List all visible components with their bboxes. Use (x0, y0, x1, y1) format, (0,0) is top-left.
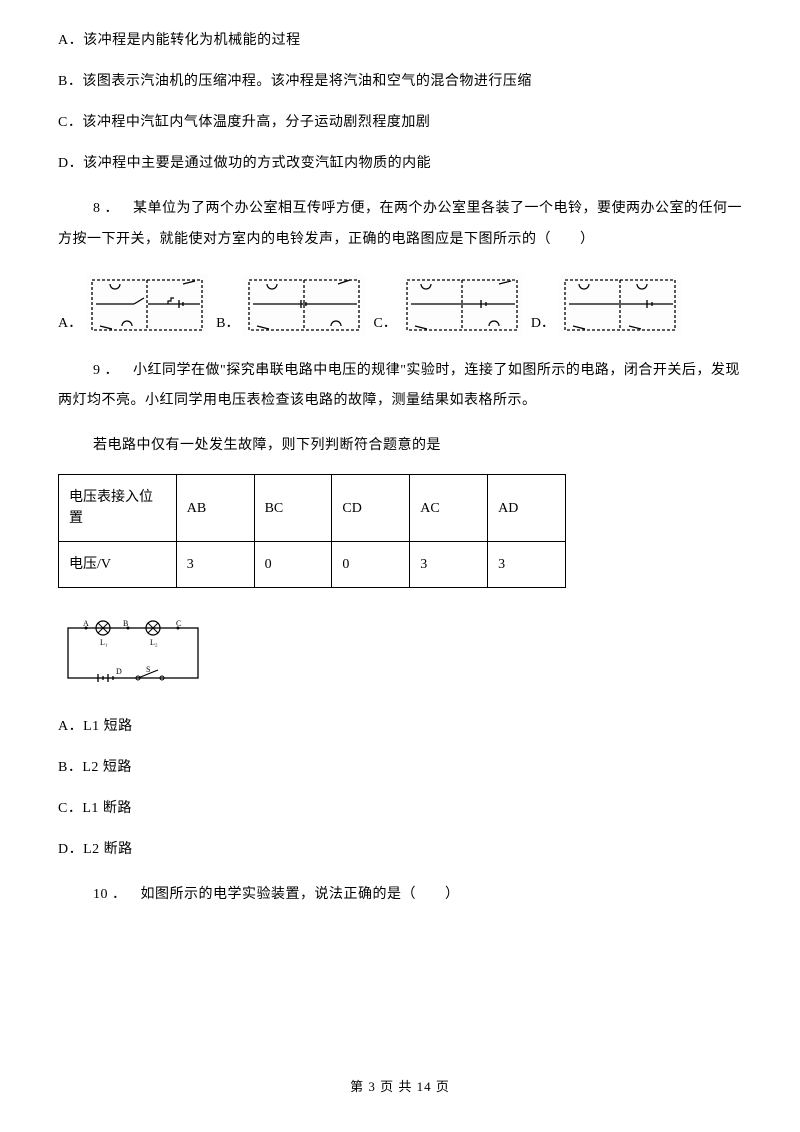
table-cell: 3 (176, 542, 254, 588)
table-cell: 0 (332, 542, 410, 588)
q8-stem: 8 ．某单位为了两个办公室相互传呼方便，在两个办公室里各装了一个电铃，要使两办公… (58, 194, 742, 256)
table-row: 电压/V 3 0 0 3 3 (59, 542, 566, 588)
q9-option-b: B．L2 短路 (58, 757, 742, 778)
q8-label-a: A． (58, 313, 82, 334)
q8-label-b: B． (216, 313, 239, 334)
q8-option-d: D． (531, 274, 681, 336)
svg-text:D: D (116, 667, 122, 676)
table-cell: 3 (410, 542, 488, 588)
table-cell: AD (488, 475, 566, 542)
table-cell: 电压表接入位置 (59, 475, 177, 542)
svg-text:L₁: L₁ (100, 638, 108, 647)
svg-text:L₂: L₂ (150, 638, 158, 647)
page-footer: 第 3 页 共 14 页 (0, 1077, 800, 1097)
q8-option-a: A． (58, 274, 208, 336)
table-cell: AB (176, 475, 254, 542)
q8-option-c: C． (373, 274, 522, 336)
q9-option-c: C．L1 断路 (58, 798, 742, 819)
table-cell: AC (410, 475, 488, 542)
q8-diagram-row: A． B． (58, 274, 742, 336)
q10-number: 10 ． (93, 887, 127, 902)
q9-sub: 若电路中仅有一处发生故障，则下列判断符合题意的是 (58, 435, 742, 456)
svg-text:C: C (176, 619, 181, 628)
q9-stem: 9 ．小红同学在做"探究串联电路中电压的规律"实验时，连接了如图所示的电路，闭合… (58, 356, 742, 418)
q9-table: 电压表接入位置 AB BC CD AC AD 电压/V 3 0 0 3 3 (58, 474, 566, 588)
q8-number: 8 ． (93, 201, 119, 216)
q8-label-d: D． (531, 313, 555, 334)
table-cell: 3 (488, 542, 566, 588)
q9-number: 9 ． (93, 363, 119, 378)
table-cell: BC (254, 475, 332, 542)
q8-text: 某单位为了两个办公室相互传呼方便，在两个办公室里各装了一个电铃，要使两办公室的任… (58, 201, 742, 247)
circuit-diagram-c (401, 274, 523, 336)
q8-option-b: B． (216, 274, 365, 336)
q7-option-d: D．该冲程中主要是通过做功的方式改变汽缸内物质的内能 (58, 153, 742, 174)
q7-option-c: C．该冲程中汽缸内气体温度升高，分子运动剧烈程度加剧 (58, 112, 742, 133)
q9-option-d: D．L2 断路 (58, 839, 742, 860)
q10-stem: 10 ． 如图所示的电学实验装置，说法正确的是（ ） (58, 880, 742, 911)
q9-option-a: A．L1 短路 (58, 716, 742, 737)
q9-circuit-diagram: A B C L₁ L₂ D S (58, 618, 208, 694)
circuit-diagram-b (243, 274, 365, 336)
circuit-diagram-d (559, 274, 681, 336)
table-cell: CD (332, 475, 410, 542)
table-cell: 电压/V (59, 542, 177, 588)
table-cell: 0 (254, 542, 332, 588)
q8-label-c: C． (373, 313, 396, 334)
q9-text: 小红同学在做"探究串联电路中电压的规律"实验时，连接了如图所示的电路，闭合开关后… (58, 363, 740, 409)
table-row: 电压表接入位置 AB BC CD AC AD (59, 475, 566, 542)
circuit-diagram-a (86, 274, 208, 336)
q7-option-b: B．该图表示汽油机的压缩冲程。该冲程是将汽油和空气的混合物进行压缩 (58, 71, 742, 92)
q10-text: 如图所示的电学实验装置，说法正确的是（ ） (141, 887, 460, 902)
svg-text:S: S (146, 665, 150, 674)
q7-option-a: A．该冲程是内能转化为机械能的过程 (58, 30, 742, 51)
